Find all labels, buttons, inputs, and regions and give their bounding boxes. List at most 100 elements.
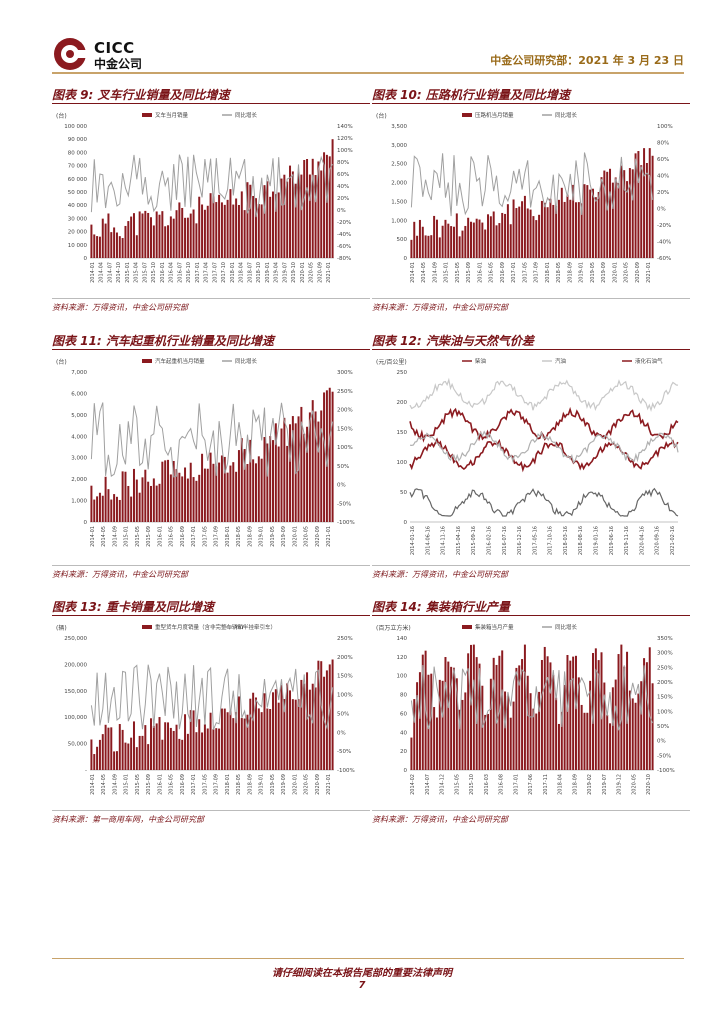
x-tick-label: 2019-10 [291, 262, 297, 283]
data-bar [107, 213, 110, 258]
data-bar [218, 462, 221, 522]
x-tick-label: 2021-01 [326, 526, 332, 547]
y-tick-label: 500 [397, 237, 408, 243]
data-bar [492, 657, 495, 770]
data-bar [461, 699, 464, 770]
legend-label: 汽车起重机当月销量 [155, 357, 205, 365]
data-bar [147, 212, 150, 258]
data-bar [209, 712, 212, 770]
data-bar [546, 207, 549, 258]
x-tick-label: 2015-10 [469, 774, 475, 795]
y2-tick-label: 50% [657, 724, 669, 730]
y2-tick-label: 50% [337, 711, 349, 717]
data-bar [127, 743, 130, 770]
x-tick-label: 2014-05 [421, 262, 427, 283]
x-tick-label: 2014-07 [425, 774, 431, 795]
title-rule [372, 615, 690, 616]
data-bar [609, 168, 612, 258]
data-bar [328, 156, 331, 258]
data-bar [478, 219, 481, 258]
x-tick-label: 2020-09-16 [655, 526, 661, 555]
data-bar [229, 465, 232, 522]
data-bar [626, 651, 629, 770]
x-tick-label: 2019-01 [259, 774, 265, 795]
data-bar [135, 479, 138, 522]
data-bar [306, 426, 309, 522]
legend-swatch [142, 359, 152, 363]
y2-tick-label: 150% [337, 426, 353, 432]
data-bar [410, 737, 413, 770]
data-bar [96, 746, 99, 770]
data-bar [648, 647, 651, 770]
data-bar [113, 751, 116, 770]
data-bar [589, 189, 592, 258]
data-bar [294, 699, 297, 770]
title-rule [52, 349, 370, 350]
data-bar [195, 480, 198, 522]
data-bar [552, 204, 555, 258]
y-tick-label: 50 [400, 490, 407, 496]
y2-tick-label: -100% [337, 768, 355, 774]
x-tick-label: 2021-01 [326, 262, 332, 283]
data-bar [152, 725, 155, 770]
x-tick-label: 2014-01 [90, 526, 96, 547]
y2-tick-label: -60% [657, 256, 671, 262]
data-bar [240, 191, 243, 258]
y-tick-label: 250 [397, 370, 408, 376]
data-bar [206, 468, 209, 522]
x-tick-label: 2014-11-16 [441, 526, 447, 555]
data-bar [450, 666, 453, 770]
x-tick-label: 2020-05 [304, 526, 310, 547]
data-bar [308, 412, 311, 522]
x-tick-label: 2016-08 [499, 774, 505, 795]
data-bar [115, 751, 118, 770]
data-bar [144, 469, 147, 522]
data-bar [435, 717, 438, 770]
data-bar [418, 672, 421, 770]
data-bar [218, 728, 221, 770]
data-bar [489, 216, 492, 258]
data-bar [215, 466, 218, 522]
data-bar [435, 219, 438, 258]
data-bar [569, 660, 572, 770]
data-bar [150, 718, 152, 770]
data-bar [167, 722, 170, 770]
data-bar [104, 724, 107, 770]
data-bar [487, 713, 490, 770]
y-tick-label: - [85, 768, 87, 774]
data-bar [189, 710, 192, 770]
y2-tick-label: 20% [337, 196, 349, 202]
x-tick-label: 2018-03-16 [563, 526, 569, 555]
data-bar [178, 738, 181, 770]
data-bar [150, 485, 152, 522]
data-bar [169, 216, 172, 258]
x-tick-label: 2014-12 [440, 774, 446, 795]
x-tick-label: 2018-09 [572, 774, 578, 795]
figure-10-chart: (台) 压路机当月销量 同比增长 3,500 3,000 2,500 2,000 1,500 1… [376, 111, 673, 283]
x-tick-label: 2020-09 [315, 526, 321, 547]
data-bar [552, 675, 555, 770]
figure-source: 资料来源：第一商用车网，中金公司研究部 [52, 810, 370, 825]
data-bar [184, 467, 187, 522]
legend-label: YoY [234, 625, 245, 631]
data-bar [237, 204, 240, 258]
x-tick-label: 2017-09 [214, 774, 220, 795]
data-bar [331, 659, 334, 770]
data-bar [606, 714, 609, 770]
data-bar [592, 188, 594, 258]
data-bar [161, 211, 164, 258]
data-bar [181, 739, 184, 770]
figure-source: 资料来源：万得资讯，中金公司研究部 [372, 298, 690, 313]
yoy-line [410, 152, 654, 217]
y2-tick-label: 60% [337, 172, 349, 178]
data-bar [101, 734, 104, 770]
data-bar [101, 218, 104, 258]
data-bar [181, 476, 184, 522]
x-tick-label: 2017-01 [195, 262, 201, 283]
figure-13-panel: 图表 13: 重卡销量及同比增速 (辆) 重型货车月度销量（含非完整车辆和半挂牵引… [52, 598, 370, 828]
y2-tick-label: 60% [657, 157, 669, 163]
data-bar [455, 213, 458, 258]
data-bar [317, 660, 320, 770]
data-bar [252, 692, 255, 770]
data-bar [572, 184, 575, 258]
